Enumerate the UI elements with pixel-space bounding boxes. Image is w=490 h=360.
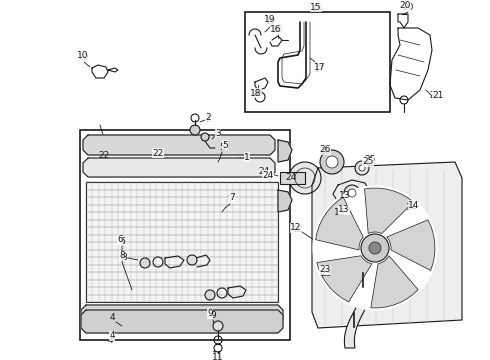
Text: 14: 14 bbox=[406, 202, 417, 211]
Text: 24: 24 bbox=[285, 174, 296, 183]
Text: 12: 12 bbox=[290, 224, 302, 233]
Polygon shape bbox=[278, 190, 292, 212]
Text: 11: 11 bbox=[212, 351, 224, 360]
Text: 26: 26 bbox=[319, 148, 331, 157]
Text: 19: 19 bbox=[265, 18, 277, 27]
Text: 16: 16 bbox=[272, 26, 284, 35]
Text: 2: 2 bbox=[205, 112, 211, 122]
Bar bbox=[245, 12, 390, 112]
Circle shape bbox=[320, 150, 344, 174]
Text: 9: 9 bbox=[207, 310, 213, 319]
Circle shape bbox=[289, 162, 321, 194]
Text: 6: 6 bbox=[119, 238, 125, 247]
Polygon shape bbox=[83, 135, 275, 155]
Circle shape bbox=[201, 133, 209, 141]
Circle shape bbox=[359, 165, 365, 171]
Text: 24: 24 bbox=[262, 171, 273, 180]
Text: 23: 23 bbox=[319, 266, 331, 274]
Text: 13: 13 bbox=[339, 192, 351, 201]
Circle shape bbox=[313, 186, 437, 310]
Polygon shape bbox=[365, 188, 414, 234]
Text: 8: 8 bbox=[119, 252, 125, 261]
Text: 2: 2 bbox=[205, 116, 211, 125]
Text: 4: 4 bbox=[109, 314, 115, 323]
Circle shape bbox=[361, 234, 389, 262]
Text: 13: 13 bbox=[334, 208, 346, 217]
Text: 4: 4 bbox=[107, 336, 113, 345]
Polygon shape bbox=[278, 140, 292, 162]
Text: 4: 4 bbox=[109, 332, 115, 341]
Text: 12: 12 bbox=[293, 225, 304, 234]
Text: 15: 15 bbox=[312, 4, 323, 13]
Circle shape bbox=[140, 258, 150, 268]
Circle shape bbox=[369, 242, 381, 254]
Text: 15: 15 bbox=[310, 3, 322, 12]
Text: 14: 14 bbox=[408, 201, 420, 210]
Text: 20: 20 bbox=[402, 4, 414, 13]
Text: 26: 26 bbox=[319, 145, 331, 154]
Text: 7: 7 bbox=[229, 194, 235, 202]
Text: 24: 24 bbox=[259, 167, 270, 176]
Text: 21: 21 bbox=[429, 91, 441, 100]
Polygon shape bbox=[81, 310, 283, 333]
Text: 9: 9 bbox=[210, 311, 216, 320]
Text: 13: 13 bbox=[338, 206, 350, 215]
Text: 19: 19 bbox=[264, 15, 276, 24]
Bar bbox=[80, 130, 290, 340]
Circle shape bbox=[190, 125, 200, 135]
Text: 11: 11 bbox=[212, 354, 224, 360]
Circle shape bbox=[187, 255, 197, 265]
Text: 3: 3 bbox=[215, 131, 221, 140]
Text: 18: 18 bbox=[252, 89, 264, 98]
Circle shape bbox=[205, 290, 215, 300]
Text: 16: 16 bbox=[270, 26, 282, 35]
Text: 25: 25 bbox=[362, 158, 374, 166]
Polygon shape bbox=[81, 305, 283, 325]
Polygon shape bbox=[83, 158, 275, 177]
Text: 20: 20 bbox=[399, 1, 411, 10]
Polygon shape bbox=[340, 268, 372, 348]
Circle shape bbox=[326, 156, 338, 168]
Text: 17: 17 bbox=[314, 66, 326, 75]
Text: 5: 5 bbox=[219, 144, 225, 153]
Text: 22: 22 bbox=[152, 148, 164, 158]
Polygon shape bbox=[316, 197, 363, 250]
Bar bbox=[280, 172, 305, 184]
Text: 8: 8 bbox=[121, 253, 127, 262]
Polygon shape bbox=[317, 256, 372, 302]
Text: 23: 23 bbox=[320, 269, 332, 278]
Bar bbox=[86, 182, 278, 302]
Text: 25: 25 bbox=[364, 156, 376, 165]
Text: 7: 7 bbox=[227, 195, 233, 204]
Polygon shape bbox=[371, 256, 418, 308]
Text: 3: 3 bbox=[215, 129, 221, 138]
Text: 10: 10 bbox=[78, 54, 90, 63]
Text: 22: 22 bbox=[98, 152, 110, 161]
Text: 21: 21 bbox=[432, 90, 443, 99]
Text: 6: 6 bbox=[117, 235, 123, 244]
Text: 10: 10 bbox=[77, 51, 89, 60]
Text: 18: 18 bbox=[250, 89, 262, 98]
Text: 1: 1 bbox=[244, 153, 250, 162]
Circle shape bbox=[213, 321, 223, 331]
Text: 1: 1 bbox=[244, 153, 250, 162]
Polygon shape bbox=[387, 220, 435, 270]
Text: 17: 17 bbox=[314, 63, 326, 72]
Circle shape bbox=[344, 185, 360, 201]
Polygon shape bbox=[312, 162, 462, 328]
Circle shape bbox=[355, 161, 369, 175]
Text: 5: 5 bbox=[222, 140, 228, 149]
